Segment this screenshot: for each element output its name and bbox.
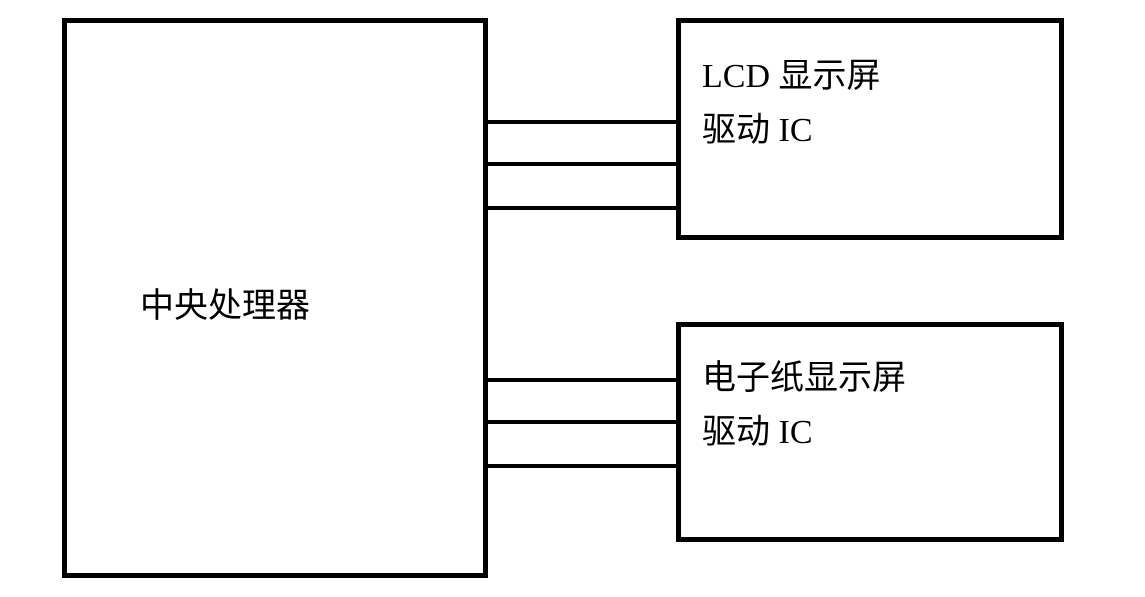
epaper-driver-label-line2: 驱动 IC <box>702 404 813 453</box>
lcd-driver-label-line1: LCD 显示屏 <box>702 48 881 97</box>
epaper-driver-label-line1: 电子纸显示屏 <box>702 350 906 399</box>
cpu-label: 中央处理器 <box>140 278 310 327</box>
connector-line <box>488 378 676 382</box>
connector-line <box>488 206 676 210</box>
connector-line <box>488 420 676 424</box>
connector-line <box>488 120 676 124</box>
diagram-canvas: 中央处理器 LCD 显示屏 驱动 IC 电子纸显示屏 驱动 IC <box>0 0 1145 597</box>
connector-line <box>488 464 676 468</box>
lcd-driver-label-line2: 驱动 IC <box>702 102 813 151</box>
connector-line <box>488 162 676 166</box>
